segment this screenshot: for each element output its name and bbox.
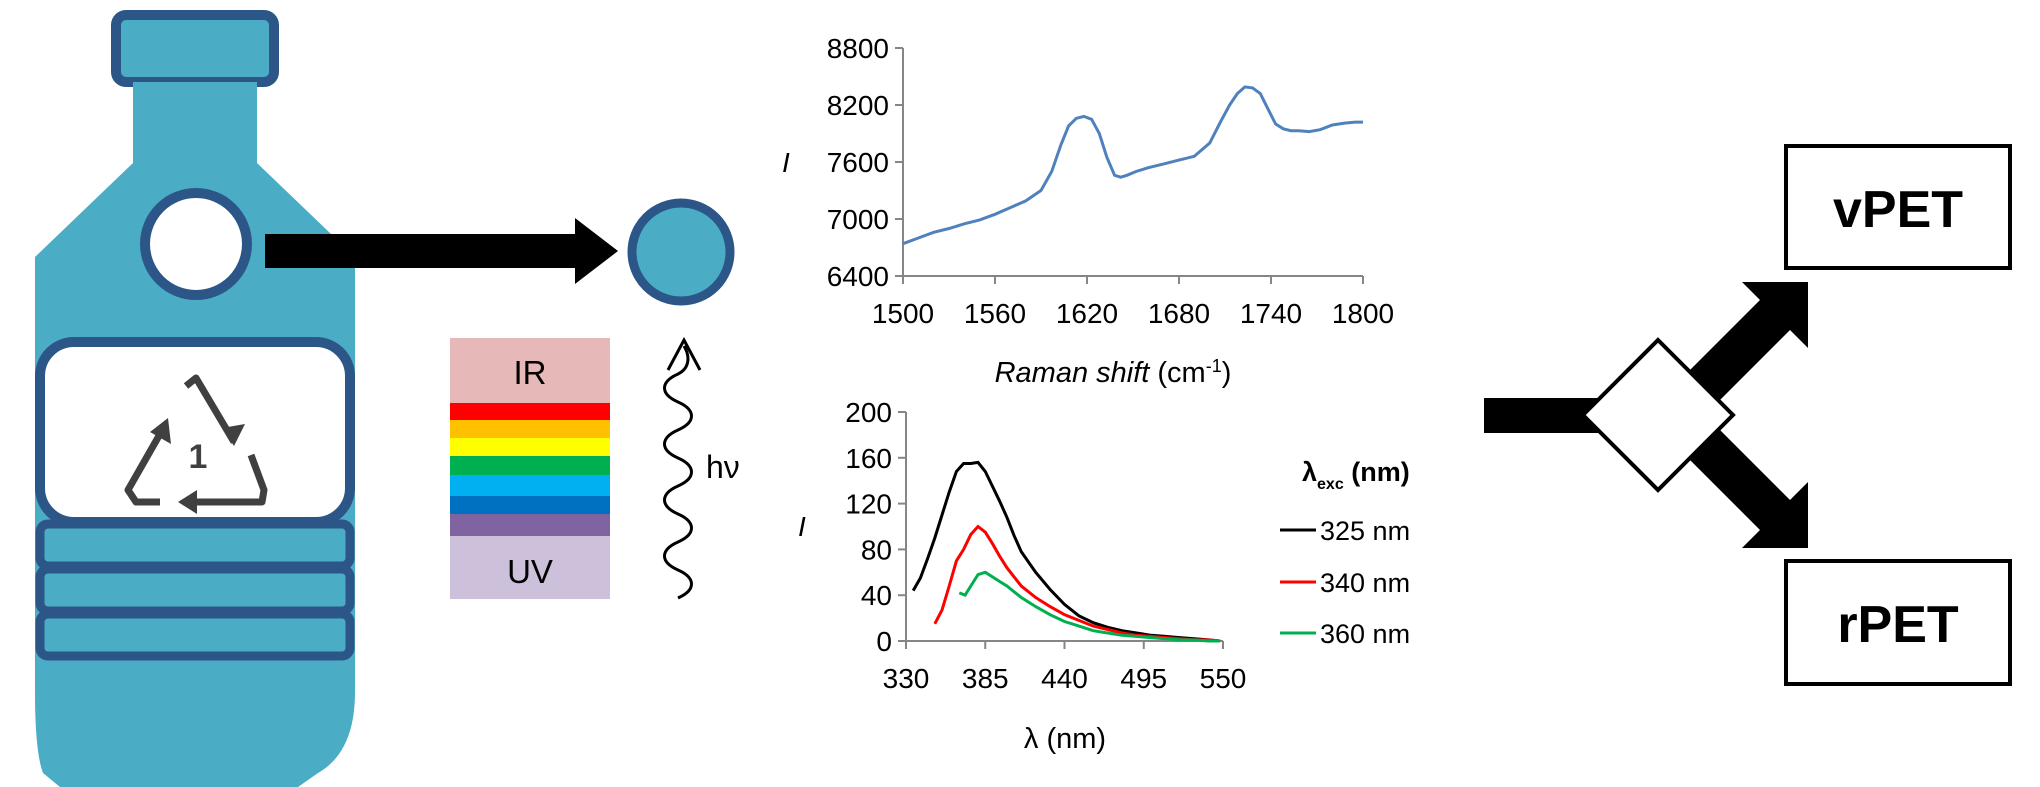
raman-x-tick-label: 1740 (1240, 298, 1302, 329)
raman-x-tick-label: 1680 (1148, 298, 1210, 329)
fluor-y-tick-label: 200 (845, 397, 892, 428)
fluor-y-tick-label: 40 (861, 580, 892, 611)
fluor-x-label: λ (nm) (1024, 723, 1106, 755)
fluor-y-tick-label: 160 (845, 443, 892, 474)
photon-wavy-arrow (663, 336, 702, 600)
recycle-code: 1 (189, 438, 208, 476)
fluor-y-label: I (798, 511, 806, 542)
decision-diamond (1580, 337, 1736, 493)
rpet-label: rPET (1837, 596, 1959, 654)
rpet-box (1784, 559, 2012, 686)
uv-label: UV (507, 553, 553, 590)
recycle-icon (124, 374, 268, 514)
fluor-legend: λexc (nm) 325 nm 340 nm 360 nm (1280, 457, 1410, 649)
bottle-cap (111, 10, 279, 87)
raman-y-tick-label: 6400 (827, 261, 889, 292)
pet-bottle: 1 (35, 10, 355, 787)
raman-y-label: I (782, 147, 790, 178)
raman-y-tick-label: 7000 (827, 204, 889, 235)
fluor-y-tick-label: 0 (876, 626, 892, 657)
sampling-arrow (265, 218, 618, 284)
sample-disc (627, 198, 735, 306)
lower-branch-arrow (1690, 430, 1808, 548)
bottle-ridge-1 (35, 519, 355, 571)
photon-label: hν (706, 449, 740, 485)
raman-x-tick-label: 1560 (964, 298, 1026, 329)
upper-branch-arrow (1690, 282, 1808, 400)
fluor-x-tick-label: 440 (1041, 663, 1088, 694)
legend-title: λexc (nm) (1302, 457, 1410, 493)
fluor-y-tick-label: 120 (845, 489, 892, 520)
fluor-x-tick-label: 330 (883, 663, 930, 694)
fluor-y-tick-label: 80 (861, 534, 892, 565)
legend-label-325: 325 nm (1320, 516, 1410, 546)
legend-label-360: 360 nm (1320, 619, 1410, 649)
raman-spectrum-line (902, 85, 1363, 246)
fluor-x-tick-label: 385 (962, 663, 1009, 694)
ir-label: IR (514, 354, 547, 391)
raman-x-label: Raman shift (cm-1) (995, 356, 1232, 389)
raman-x-tick-label: 1620 (1056, 298, 1118, 329)
raman-x-tick-label: 1500 (872, 298, 934, 329)
classification-branch: vPET rPET (1484, 144, 2012, 686)
bottle-ridge-3 (35, 609, 355, 661)
fluor-series-line-2 (933, 524, 1221, 643)
bottle-sample-spot (140, 188, 252, 300)
legend-label-340: 340 nm (1320, 568, 1410, 598)
light-spectrum-strip: IR UV (450, 338, 610, 599)
raman-y-tick-label: 7600 (827, 147, 889, 178)
raman-chart: 8800 8200 7600 7000 6400 1500 1560 1620 1680 174… (782, 33, 1394, 389)
bottle-ridge-2 (35, 564, 355, 616)
fluor-x-tick-label: 550 (1200, 663, 1247, 694)
raman-x-tick-label: 1800 (1332, 298, 1394, 329)
vpet-box (1784, 144, 2012, 270)
fluor-x-tick-label: 495 (1120, 663, 1167, 694)
vpet-label: vPET (1833, 181, 1963, 239)
fluor-series-line-3 (958, 570, 1221, 643)
raman-y-tick-label: 8200 (827, 90, 889, 121)
raman-y-tick-label: 8800 (827, 33, 889, 64)
